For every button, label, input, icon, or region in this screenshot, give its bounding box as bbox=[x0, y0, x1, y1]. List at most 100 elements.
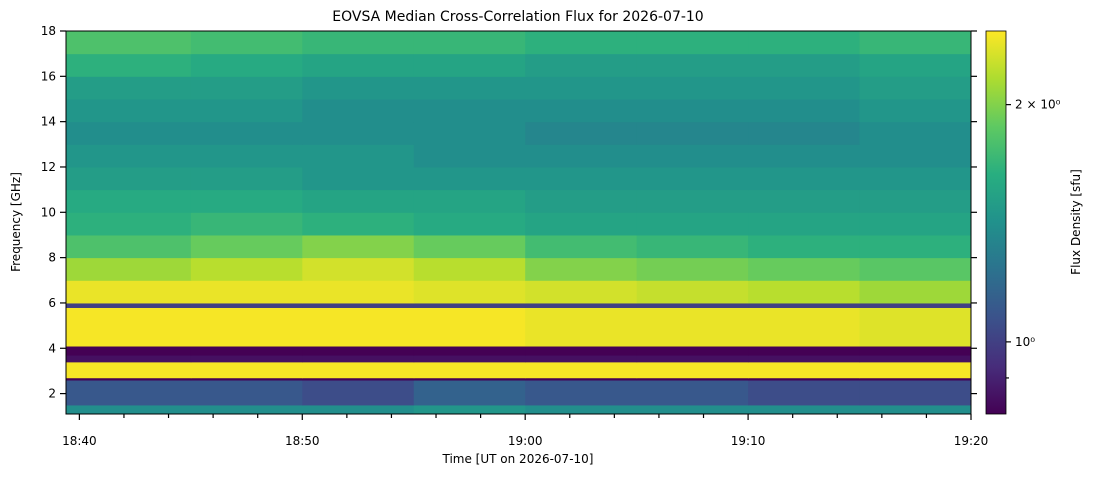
heatmap-cell bbox=[636, 166, 749, 191]
heatmap-cell bbox=[525, 346, 638, 356]
heatmap-cell bbox=[413, 31, 526, 55]
x-tick-label: 19:20 bbox=[954, 434, 989, 448]
heatmap-cell bbox=[525, 307, 638, 347]
y-tick-label: 6 bbox=[48, 296, 56, 310]
x-tick-label: 19:00 bbox=[508, 434, 543, 448]
heatmap-cell bbox=[859, 76, 972, 100]
heatmap-cell bbox=[748, 166, 861, 191]
heatmap-cell bbox=[636, 346, 749, 356]
heatmap-cell bbox=[859, 189, 972, 213]
heatmap-cell bbox=[302, 189, 415, 213]
heatmap-cell bbox=[66, 53, 192, 77]
heatmap-cell bbox=[859, 31, 972, 55]
heatmap-cell bbox=[525, 121, 638, 145]
heatmap-cell bbox=[748, 346, 861, 356]
heatmap-cell bbox=[302, 280, 415, 304]
y-tick-label: 10 bbox=[41, 205, 56, 219]
heatmap-cell bbox=[413, 76, 526, 100]
heatmap-cell bbox=[748, 257, 861, 281]
heatmap-cell bbox=[66, 121, 192, 145]
chart-title: EOVSA Median Cross-Correlation Flux for … bbox=[332, 9, 703, 25]
heatmap-cell bbox=[302, 166, 415, 191]
heatmap-cell bbox=[302, 257, 415, 281]
heatmap-cell bbox=[66, 257, 192, 281]
heatmap-cell bbox=[413, 361, 526, 379]
heatmap-cell bbox=[190, 76, 303, 100]
heatmap-cell bbox=[859, 307, 972, 347]
heatmap-cell bbox=[190, 234, 303, 259]
heatmap-cell bbox=[525, 189, 638, 213]
heatmap-cell bbox=[748, 377, 861, 381]
plot-frame bbox=[65, 30, 972, 415]
heatmap-cell bbox=[636, 355, 749, 363]
heatmap-cell bbox=[190, 280, 303, 304]
heatmap-cell bbox=[859, 346, 972, 356]
heatmap-cell bbox=[66, 98, 192, 123]
heatmap-cell bbox=[413, 346, 526, 356]
heatmap-cell bbox=[859, 380, 972, 406]
heatmap-cell bbox=[302, 404, 415, 415]
heatmap-cell bbox=[525, 361, 638, 379]
heatmap-cell bbox=[525, 280, 638, 304]
heatmap-cell bbox=[859, 302, 972, 308]
heatmap-cell bbox=[413, 377, 526, 381]
heatmap-cell bbox=[859, 257, 972, 281]
heatmap-cell bbox=[190, 212, 303, 236]
heatmap-cell bbox=[190, 98, 303, 123]
heatmap-cell bbox=[525, 76, 638, 100]
x-tick-label: 19:10 bbox=[731, 434, 766, 448]
heatmap-cell bbox=[525, 380, 638, 406]
heatmap-cell bbox=[413, 234, 526, 259]
heatmap-cell bbox=[413, 144, 526, 168]
heatmap-cell bbox=[748, 404, 861, 415]
heatmap-cell bbox=[190, 31, 303, 55]
heatmap-cell bbox=[748, 280, 861, 304]
heatmap-cell bbox=[302, 355, 415, 363]
heatmap-cell bbox=[748, 355, 861, 363]
heatmap-cell bbox=[859, 212, 972, 236]
heatmap-cell bbox=[190, 166, 303, 191]
colorbar-tick-label: 2 × 10⁰ bbox=[1015, 98, 1061, 112]
y-tick-label: 12 bbox=[41, 160, 56, 174]
x-tick-label: 18:40 bbox=[62, 434, 97, 448]
heatmap-cell bbox=[66, 144, 192, 168]
y-tick-label: 14 bbox=[41, 115, 56, 129]
heatmap-cell bbox=[636, 361, 749, 379]
heatmap-cell bbox=[525, 166, 638, 191]
heatmap-cell bbox=[66, 355, 192, 363]
heatmap-cell bbox=[748, 53, 861, 77]
heatmap-cell bbox=[636, 234, 749, 259]
heatmap-cell bbox=[859, 361, 972, 379]
heatmap-cell bbox=[302, 307, 415, 347]
heatmap-cell bbox=[190, 257, 303, 281]
heatmap-cell bbox=[66, 346, 192, 356]
heatmap-cell bbox=[748, 302, 861, 308]
heatmap-cell bbox=[525, 53, 638, 77]
heatmap-cell bbox=[413, 166, 526, 191]
heatmap-cell bbox=[636, 404, 749, 415]
heatmap-cell bbox=[748, 380, 861, 406]
heatmap-cell bbox=[525, 234, 638, 259]
heatmap-cell bbox=[525, 98, 638, 123]
heatmap-cell bbox=[413, 121, 526, 145]
heatmap-cell bbox=[302, 53, 415, 77]
heatmap-cell bbox=[302, 144, 415, 168]
heatmap-cell bbox=[413, 380, 526, 406]
heatmap-cell bbox=[66, 212, 192, 236]
heatmap-cell bbox=[190, 377, 303, 381]
heatmap-cell bbox=[859, 280, 972, 304]
y-tick-label: 16 bbox=[41, 69, 56, 83]
heatmap-cell bbox=[636, 98, 749, 123]
heatmap-cell bbox=[413, 280, 526, 304]
y-axis-label: Frequency [GHz] bbox=[9, 172, 23, 272]
heatmap-cell bbox=[859, 121, 972, 145]
heatmap-cell bbox=[302, 346, 415, 356]
y-tick-label: 18 bbox=[41, 24, 56, 38]
heatmap-cell bbox=[302, 302, 415, 308]
heatmap-cell bbox=[859, 234, 972, 259]
y-tick-label: 2 bbox=[48, 387, 56, 401]
heatmap-cell bbox=[302, 380, 415, 406]
heatmap-cell bbox=[859, 144, 972, 168]
heatmap-cell bbox=[748, 31, 861, 55]
